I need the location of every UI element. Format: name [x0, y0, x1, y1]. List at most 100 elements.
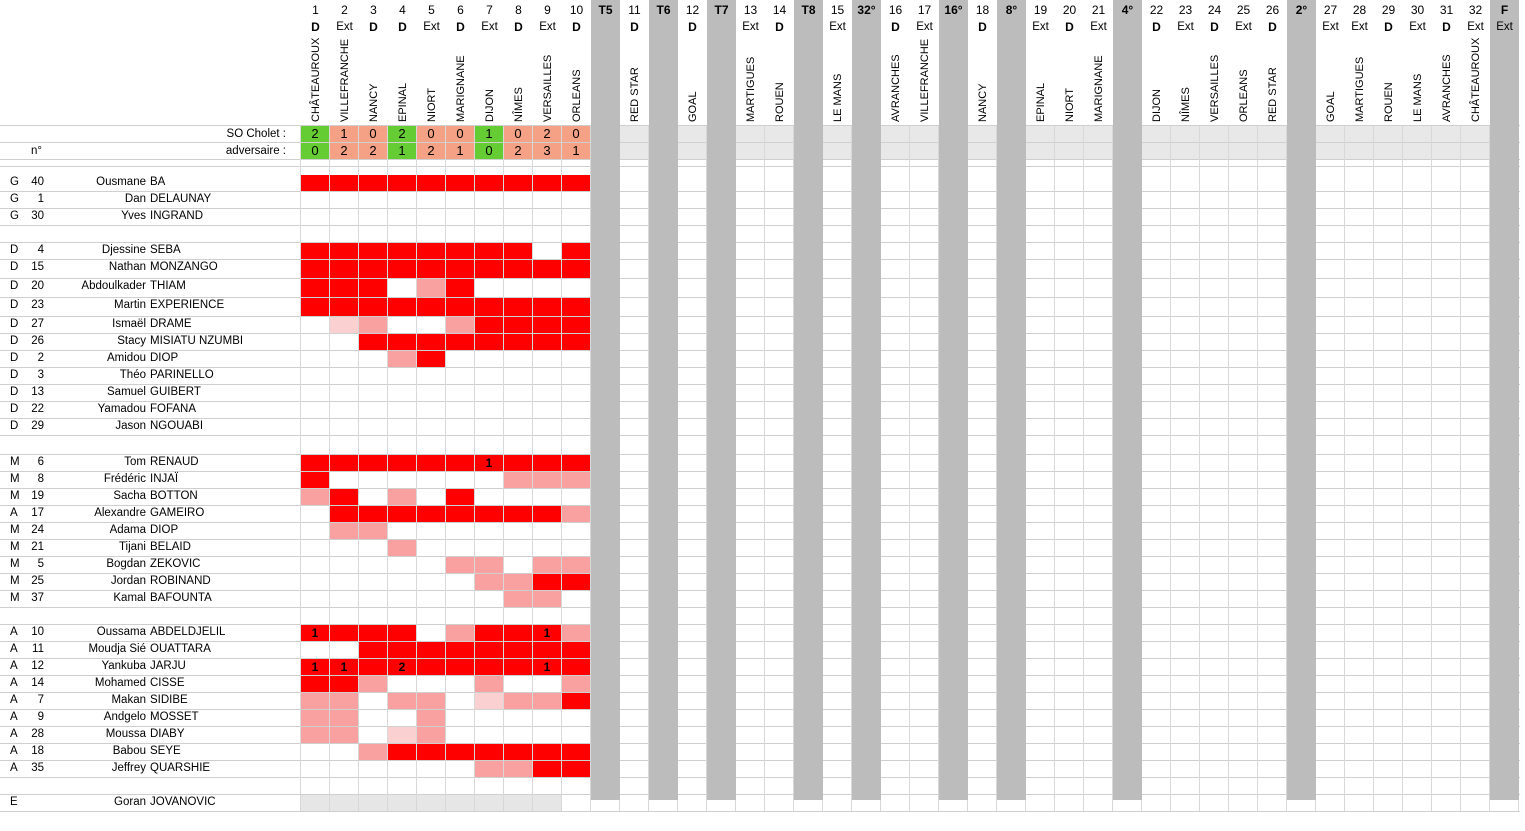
row-rule	[0, 225, 1520, 226]
appearance-cell	[417, 260, 445, 278]
appearance-cell	[388, 506, 416, 522]
number-column-label: n°	[31, 145, 42, 157]
player-number: 22	[31, 403, 44, 415]
player-position: M	[10, 490, 20, 502]
header-rule	[0, 159, 1520, 160]
adv-score-cell: 2	[417, 143, 445, 159]
player-number: 18	[31, 745, 44, 757]
player-last-name: CISSE	[150, 677, 185, 689]
row-rule	[0, 522, 1520, 523]
so-score-cell: 2	[301, 126, 329, 142]
adv-score-cell: 2	[359, 143, 387, 159]
opponent-name: LE MANS	[832, 73, 844, 122]
column-rule	[1431, 126, 1432, 811]
player-first-name: Jordan	[110, 575, 146, 587]
appearance-cell	[417, 243, 445, 259]
player-position: D	[10, 318, 19, 330]
appearance-cell	[417, 175, 445, 191]
appearance-cell	[504, 175, 532, 191]
so-cholet-label: SO Cholet :	[226, 128, 286, 140]
appearance-cell	[446, 557, 474, 573]
column-rule	[1083, 126, 1084, 811]
match-number: 8	[515, 3, 522, 17]
player-number: 5	[37, 558, 44, 570]
row-rule	[0, 811, 1520, 812]
player-first-name: Moudja Sié	[88, 643, 146, 655]
header-rule	[0, 166, 1520, 167]
player-last-name: JARJU	[150, 660, 186, 672]
so-score-empty	[620, 126, 648, 142]
player-last-name: JOVANOVIC	[150, 796, 216, 808]
appearance-cell	[533, 506, 561, 522]
column-rule	[1286, 126, 1287, 811]
appearance-cell	[388, 727, 416, 743]
row-rule	[0, 641, 1520, 642]
match-number: 32	[1468, 3, 1483, 17]
player-position: G	[10, 176, 19, 188]
appearance-cell	[504, 317, 532, 333]
player-position: M	[10, 558, 20, 570]
opponent-name: CHÂTEAUROUX	[310, 37, 322, 122]
appearance-cell	[301, 710, 329, 726]
appearance-cell	[330, 795, 358, 811]
player-number: 9	[37, 711, 44, 723]
column-rule	[503, 126, 504, 811]
player-position: A	[10, 660, 18, 672]
appearance-cell	[359, 279, 387, 297]
appearance-cell	[504, 260, 532, 278]
so-score-cell: 0	[417, 126, 445, 142]
appearance-cell	[388, 540, 416, 556]
player-first-name: Djessine	[101, 244, 146, 256]
player-last-name: GAMEIRO	[150, 507, 205, 519]
appearance-cell	[388, 744, 416, 760]
gray-column-T8	[794, 0, 823, 800]
appearance-cell	[475, 317, 503, 333]
appearance-cell	[533, 334, 561, 350]
player-position: D	[10, 352, 19, 364]
adv-score-empty	[1461, 143, 1489, 159]
match-number: 15	[830, 3, 845, 17]
venue-label: Ext	[336, 21, 353, 33]
match-number: 9	[544, 3, 551, 17]
appearance-cell	[562, 557, 590, 573]
player-first-name: Abdoulkader	[81, 280, 146, 292]
venue-label: D	[978, 20, 987, 34]
so-score-cell: 1	[330, 126, 358, 142]
appearance-cell	[446, 795, 474, 811]
so-score-empty	[881, 126, 909, 142]
adv-score-cell: 3	[533, 143, 561, 159]
match-number: 17	[917, 3, 932, 17]
player-last-name: NGOUABI	[150, 420, 204, 432]
opponent-name: NANCY	[368, 83, 380, 122]
venue-label: D	[630, 20, 639, 34]
appearance-cell	[562, 744, 590, 760]
column-rule	[1228, 126, 1229, 811]
appearance-cell	[301, 727, 329, 743]
player-first-name: Andgelo	[103, 711, 146, 723]
appearance-cell	[533, 642, 561, 658]
so-score-cell: 2	[388, 126, 416, 142]
player-position: D	[10, 420, 19, 432]
player-first-name: Moussa	[105, 728, 146, 740]
match-number: 25	[1236, 3, 1251, 17]
header-rule	[0, 142, 1520, 143]
player-last-name: EXPERIENCE	[150, 299, 225, 311]
appearance-cell	[533, 455, 561, 471]
adv-score-empty	[1026, 143, 1054, 159]
row-rule	[0, 316, 1520, 317]
player-last-name: THIAM	[150, 280, 186, 292]
venue-label: Ext	[742, 21, 759, 33]
player-last-name: PARINELLO	[150, 369, 214, 381]
column-rule	[1170, 126, 1171, 811]
gray-column-T5	[591, 0, 620, 800]
column-rule	[648, 126, 649, 811]
player-position: M	[10, 541, 20, 553]
appearance-cell	[446, 279, 474, 297]
opponent-name: VILLEFRANCHE	[919, 38, 931, 122]
player-first-name: Mohamed	[94, 677, 146, 689]
match-number: 2	[341, 3, 348, 17]
appearance-cell	[330, 727, 358, 743]
appearance-cell	[446, 506, 474, 522]
appearance-cell	[475, 175, 503, 191]
